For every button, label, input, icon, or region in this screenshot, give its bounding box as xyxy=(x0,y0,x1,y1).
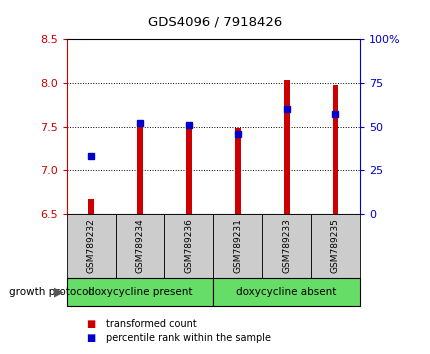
Text: ■: ■ xyxy=(86,333,95,343)
Text: ▶: ▶ xyxy=(54,286,63,298)
Text: transformed count: transformed count xyxy=(105,319,196,329)
Text: GSM789233: GSM789233 xyxy=(282,218,290,274)
Text: GSM789235: GSM789235 xyxy=(330,218,339,274)
Text: doxycycline present: doxycycline present xyxy=(88,287,192,297)
Bar xyxy=(332,85,338,214)
Bar xyxy=(261,214,310,278)
Bar xyxy=(213,278,359,306)
Text: GSM789231: GSM789231 xyxy=(233,218,242,274)
Text: doxycycline absent: doxycycline absent xyxy=(236,287,336,297)
Text: GSM789232: GSM789232 xyxy=(86,219,95,273)
Text: growth protocol: growth protocol xyxy=(9,287,91,297)
Bar xyxy=(310,214,359,278)
Bar xyxy=(164,214,213,278)
Bar xyxy=(115,214,164,278)
Text: ■: ■ xyxy=(86,319,95,329)
Text: GDS4096 / 7918426: GDS4096 / 7918426 xyxy=(148,16,282,29)
Bar xyxy=(283,80,289,214)
Bar xyxy=(213,214,261,278)
Text: GSM789236: GSM789236 xyxy=(184,218,193,274)
Bar xyxy=(234,128,240,214)
Bar xyxy=(137,120,143,214)
Bar xyxy=(88,199,94,214)
Bar xyxy=(186,125,191,214)
Bar xyxy=(67,214,115,278)
Text: GSM789234: GSM789234 xyxy=(135,219,144,273)
Text: percentile rank within the sample: percentile rank within the sample xyxy=(105,333,270,343)
Bar xyxy=(67,278,213,306)
